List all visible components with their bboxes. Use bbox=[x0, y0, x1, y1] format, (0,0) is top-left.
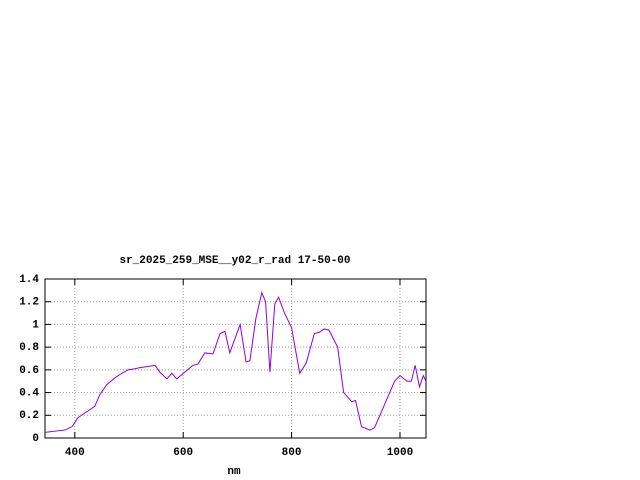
y-tick-label: 1 bbox=[32, 319, 39, 331]
data-line bbox=[44, 290, 427, 433]
y-tick-label: 0.8 bbox=[19, 342, 39, 354]
x-tick-label: 600 bbox=[173, 447, 193, 459]
x-tick-label: 1000 bbox=[387, 447, 413, 459]
x-tick-label: 400 bbox=[65, 447, 85, 459]
x-tick-label: 800 bbox=[282, 447, 302, 459]
y-tick-label: 0 bbox=[32, 433, 39, 445]
y-tick-label: 1.2 bbox=[19, 297, 39, 309]
y-tick-label: 0.4 bbox=[19, 387, 39, 399]
x-axis-label: nm bbox=[227, 466, 241, 478]
y-tick-label: 0.6 bbox=[19, 365, 39, 377]
chart-title: sr_2025_259_MSE__y02_r_rad 17-50-00 bbox=[119, 255, 350, 267]
y-tick-label: 0.2 bbox=[19, 410, 39, 422]
plot-border bbox=[44, 278, 427, 439]
y-tick-label: 1.4 bbox=[19, 274, 39, 286]
